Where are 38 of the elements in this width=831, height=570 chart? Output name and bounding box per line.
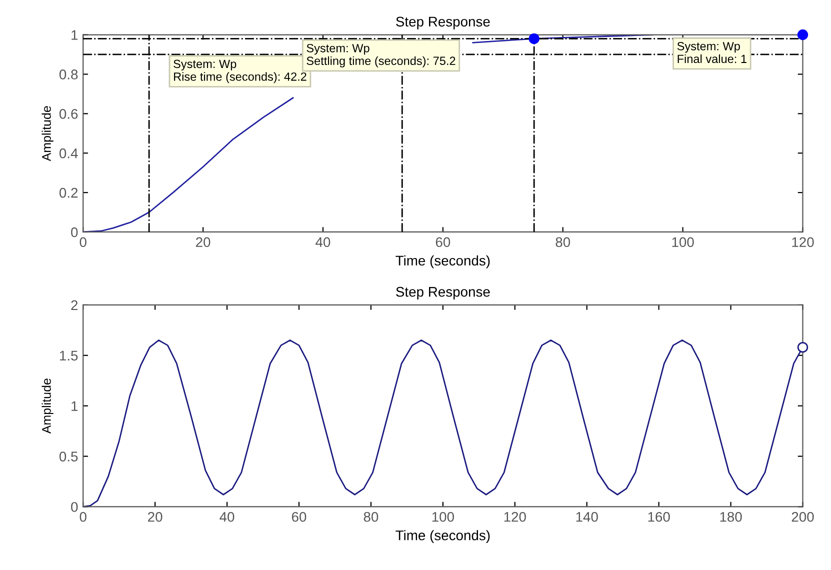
y-tick-label: 0.4 [59, 148, 78, 158]
x-tick-label: 80 [556, 237, 570, 248]
y-tick-label: 1 [72, 401, 78, 411]
annotation: System: Wp Rise time (seconds): 42.2 [174, 60, 306, 84]
x-tick-label: 60 [436, 237, 450, 248]
x-tick-label: 40 [220, 512, 234, 522]
x-tick-label: 100 [432, 512, 454, 522]
x-tick-label: 120 [792, 237, 814, 248]
x-tick-label: 160 [648, 512, 670, 522]
y-tick-label: 0.6 [59, 108, 78, 119]
x-tick-label: 120 [504, 512, 526, 522]
x-axis-title: Time (seconds) [396, 530, 490, 544]
y-axis-title: Amplitude [42, 106, 54, 162]
annotation: System: Wp Settling time (seconds): 75.2 [306, 44, 456, 68]
x-tick-label: 20 [196, 237, 210, 248]
x-tick-label: 80 [364, 512, 378, 522]
chart-title: Step Response [396, 286, 490, 300]
annotation: System: Wp Final value: 1 [677, 42, 746, 64]
y-tick-label: 0.8 [59, 70, 78, 80]
x-tick-label: 0 [80, 237, 86, 248]
x-tick-label: 20 [148, 512, 162, 522]
y-axis-title: Amplitude [42, 378, 54, 434]
x-tick-label: 100 [672, 237, 694, 248]
y-tick-label: 0 [71, 502, 78, 512]
chart-title: Step Response [396, 16, 490, 30]
y-tick-label: 0.5 [59, 452, 78, 462]
x-tick-label: 40 [316, 237, 330, 248]
y-tick-label: 2 [71, 300, 78, 310]
x-axis-title: Time (seconds) [396, 255, 490, 268]
x-tick-label: 60 [292, 512, 306, 522]
x-tick-label: 140 [576, 512, 598, 522]
y-tick-label: 0 [71, 227, 78, 238]
y-tick-label: 1 [72, 30, 78, 40]
y-tick-label: 1.5 [60, 350, 78, 361]
y-tick-label: 0.2 [59, 188, 78, 198]
x-tick-label: 0 [80, 512, 86, 522]
x-tick-label: 200 [792, 512, 814, 522]
x-tick-label: 180 [720, 512, 742, 522]
